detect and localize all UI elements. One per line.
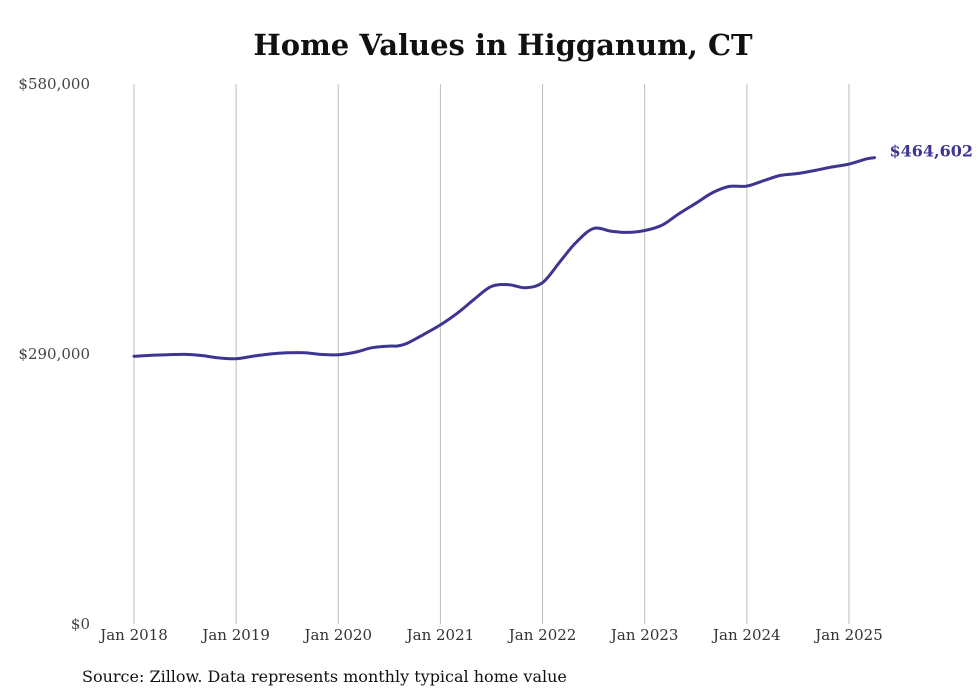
end-value-label: $464,602 xyxy=(890,142,974,161)
x-tick-label: Jan 2023 xyxy=(609,626,679,644)
series-lines xyxy=(132,156,876,361)
x-tick-label: Jan 2024 xyxy=(711,626,781,644)
end-labels: $464,602 xyxy=(890,142,974,161)
x-tick-label: Jan 2018 xyxy=(98,626,168,644)
chart-title: Home Values in Higganum, CT xyxy=(253,28,753,62)
source-note: Source: Zillow. Data represents monthly … xyxy=(82,667,567,686)
x-axis-ticks: Jan 2018 Jan 2019 Jan 2020 Jan 2021 Jan 2022… xyxy=(98,626,883,644)
x-tick-label: Jan 2019 xyxy=(200,626,270,644)
y-tick-label: $290,000 xyxy=(18,345,90,363)
x-tick-label: Jan 2020 xyxy=(302,626,372,644)
y-axis-ticks: $0 $290,000 $580,000 xyxy=(18,75,90,633)
x-tick-label: Jan 2025 xyxy=(813,626,883,644)
series-line xyxy=(132,156,876,361)
y-tick-label: $0 xyxy=(71,615,90,633)
gridlines xyxy=(133,84,850,624)
y-tick-label: $580,000 xyxy=(18,75,90,93)
x-tick-label: Jan 2021 xyxy=(405,626,475,644)
x-tick-label: Jan 2022 xyxy=(507,626,577,644)
